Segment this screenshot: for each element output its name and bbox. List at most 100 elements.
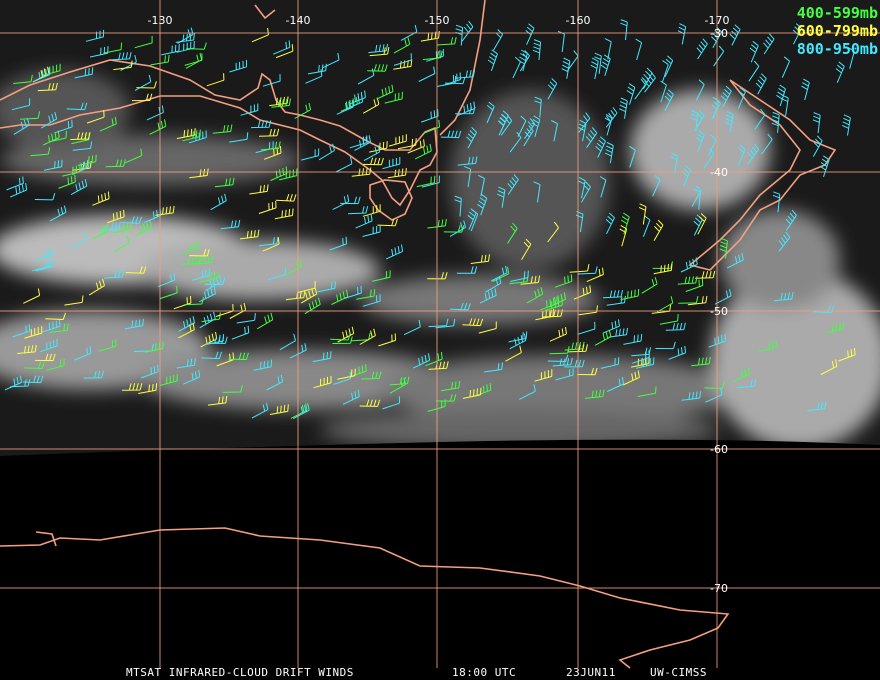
wind-barb — [594, 329, 612, 346]
footer-text: MTSAT INFRARED-CLOUD DRIFT WINDS — [126, 666, 354, 679]
wind-barb — [455, 24, 464, 46]
wind-barb — [329, 236, 348, 251]
wind-barb — [105, 159, 126, 168]
wind-barb — [369, 47, 390, 57]
wind-barb — [696, 38, 708, 60]
wind-barb — [236, 313, 256, 324]
legend-entry: 400-599mb — [797, 4, 878, 22]
wind-barb — [176, 358, 196, 369]
wind-barb — [749, 40, 759, 63]
wind-barb — [263, 145, 282, 160]
wind-barb — [267, 267, 286, 281]
wind-barb — [425, 352, 443, 367]
wind-barb — [478, 321, 497, 334]
wind-barb — [606, 377, 624, 392]
wind-barb — [680, 257, 698, 273]
wind-barb — [101, 221, 121, 231]
wind-barb — [330, 333, 351, 341]
wind-barb — [518, 49, 528, 72]
wind-barb — [45, 312, 66, 320]
wind-barb — [578, 112, 591, 133]
wind-barb — [6, 176, 24, 191]
wind-barb — [695, 79, 705, 101]
wind-barb — [176, 40, 195, 53]
wind-barb — [641, 277, 658, 294]
wind-barb — [354, 135, 371, 151]
wind-barb — [758, 340, 777, 352]
wind-barb — [58, 174, 76, 189]
wind-barb — [229, 59, 248, 73]
wind-barb — [214, 177, 235, 188]
wind-barb — [120, 54, 137, 71]
wind-barb — [161, 44, 180, 56]
wind-barb — [737, 87, 746, 109]
wind-barb — [618, 97, 628, 119]
wind-barb — [641, 67, 653, 89]
wind-barb — [848, 47, 855, 69]
wind-barb — [577, 321, 596, 335]
wind-barb — [270, 166, 288, 181]
wind-barb — [49, 323, 69, 333]
wind-barb — [340, 196, 361, 205]
wind-barb — [333, 371, 352, 385]
wind-barb — [258, 128, 280, 137]
wind-barb — [602, 319, 620, 334]
wind-barb — [92, 191, 110, 206]
wind-barb — [812, 135, 823, 157]
wind-barb — [125, 266, 147, 274]
wind-barb — [363, 144, 381, 162]
wind-barb — [719, 237, 728, 259]
wind-barb — [92, 224, 109, 240]
wind-barb — [461, 20, 474, 42]
wind-barb — [420, 31, 440, 42]
wind-barb — [382, 396, 401, 410]
wind-barb — [569, 264, 590, 273]
wind-barb — [462, 387, 482, 399]
wind-barb — [505, 345, 522, 362]
wind-barb — [726, 253, 744, 269]
wind-barb — [89, 46, 109, 58]
wind-barb — [389, 376, 410, 386]
wind-barb — [356, 289, 376, 300]
wind-barb — [24, 326, 43, 339]
wind-barb — [317, 281, 336, 293]
wind-barb — [577, 266, 598, 275]
wind-barb — [231, 325, 250, 340]
wind-barb — [382, 157, 401, 170]
wind-barb — [322, 52, 340, 69]
wind-barb — [183, 297, 204, 306]
wind-barb — [40, 338, 58, 353]
wind-barb — [369, 141, 388, 153]
wind-barb — [229, 132, 249, 143]
wind-barb — [178, 322, 195, 339]
wind-barb — [258, 200, 277, 214]
wind-barb — [605, 107, 618, 128]
wind-barb — [444, 76, 466, 85]
wind-barb — [359, 399, 381, 407]
wind-barb — [300, 286, 318, 304]
wind-barb — [215, 303, 234, 317]
wind-barb — [678, 295, 699, 304]
wind-barb — [33, 67, 51, 83]
wind-barb — [653, 219, 664, 242]
wind-barb — [275, 44, 294, 59]
wind-barb — [523, 125, 534, 147]
wind-barb — [64, 295, 84, 306]
wind-barb — [72, 141, 93, 151]
wind-barb — [737, 144, 746, 166]
wind-barb — [362, 294, 381, 307]
coastlines — [0, 0, 837, 669]
wind-barb — [590, 57, 599, 80]
wind-barb — [732, 367, 750, 382]
wind-barb — [336, 100, 354, 115]
wind-barb — [337, 326, 355, 343]
wind-barb — [554, 274, 573, 288]
wind-barb — [22, 375, 44, 384]
wind-barb — [552, 357, 573, 367]
wind-barb — [134, 35, 153, 49]
wind-barb — [274, 208, 294, 220]
wind-barb — [456, 266, 478, 274]
wind-barb — [368, 43, 388, 54]
wind-barb — [269, 96, 289, 107]
